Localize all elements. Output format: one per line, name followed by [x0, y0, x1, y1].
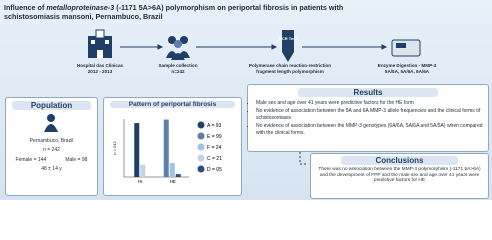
bar: [163, 119, 169, 177]
x-group-label: HE: [170, 179, 176, 184]
legend-dot: [197, 165, 205, 173]
box-title: Results: [298, 88, 438, 97]
female: Female = 144: [15, 156, 47, 163]
title-part: metalloproteinase-3: [46, 3, 115, 12]
legend-dot: [197, 121, 205, 129]
bar: [140, 164, 146, 177]
legend-label: F = 24: [207, 145, 222, 151]
step-sub: 2012 - 2013: [87, 68, 113, 74]
title: Influence of metalloproteinase-3 (-1171 …: [4, 3, 394, 21]
people-icon: [166, 36, 190, 60]
machine-icon: [391, 39, 421, 57]
age: 48 ± 14 y: [41, 166, 62, 173]
step-label: Enzyme Digestion - MMP-3: [377, 63, 437, 68]
legend-label: A = 93: [207, 123, 222, 129]
result-item: No evidence of association between the 5…: [256, 108, 488, 121]
title-part: Influence of: [4, 3, 47, 12]
results-list: Male sex and age over 41 years were pred…: [248, 100, 488, 136]
pcr-icon-label: PCR Test: [279, 36, 297, 41]
conclusions-box: Conclusions There was no association bet…: [310, 153, 489, 199]
result-item: Male sex and age over 41 years were pred…: [256, 100, 488, 106]
chart-box: Pattern of periportal fibrosis n = 242 HI…: [103, 97, 242, 196]
male: Male = 98: [65, 156, 88, 163]
result-item: No evidence of association between the M…: [256, 123, 488, 136]
pcr-icon: [282, 30, 294, 62]
legend-dot: [197, 143, 205, 151]
population-box: Population Pernambuco, Brazil n = 242 Fe…: [5, 97, 98, 196]
title-part: (-1171 5A>6A) polymorphism on periportal…: [4, 3, 344, 21]
conclusion-text: There was no association between the MMP…: [318, 167, 481, 184]
sex-row: Female = 144 Male = 98: [6, 157, 97, 163]
flow-step: Sample collection n=242: [148, 63, 208, 74]
legend-dot: [197, 154, 205, 162]
hospital-icon: [88, 29, 112, 58]
arrows: [120, 44, 388, 50]
step-sub: 5A/5A, 5A/6A, 6A/6A: [384, 68, 430, 74]
x-group-label: HI: [138, 179, 143, 184]
chart-title: Pattern of periportal fibrosis: [110, 101, 235, 108]
graphical-abstract: Influence of metalloproteinase-3 (-1171 …: [0, 0, 492, 200]
step-label: Hospital das Clínicas: [76, 63, 124, 68]
flow-step: Hospital das Clínicas 2012 - 2013: [70, 63, 130, 74]
step-sub: n=242: [171, 68, 185, 74]
flow-step: Polymerase chain reaction-restriction fr…: [248, 63, 332, 74]
chart: n = 242 HI HE A = 93 E = 99 F = 24 C = 21 D = 0…: [112, 119, 222, 184]
y-axis-label: n = 242: [112, 141, 117, 155]
step-label: Polymerase chain reaction-restriction fr…: [248, 63, 332, 74]
flow-graphics: PCR Test: [88, 29, 421, 165]
flow-step: Enzyme Digestion - MMP-3 5A/5A, 5A/6A, 6A…: [372, 63, 442, 74]
results-box: Results Male sex and age over 41 years w…: [247, 84, 489, 152]
box-title: Population: [12, 101, 91, 110]
bar: [175, 174, 181, 177]
box-title: Conclusions: [341, 156, 458, 165]
place: Pernambuco, Brazil: [29, 138, 74, 144]
legend-label: E = 99: [207, 134, 222, 140]
sample-size: n = 242: [43, 147, 60, 154]
bar: [169, 163, 175, 177]
legend-dot: [197, 132, 205, 140]
legend-label: C = 21: [207, 156, 222, 162]
step-label: Sample collection: [158, 63, 198, 68]
legend-label: D = 05: [207, 167, 222, 173]
person-icon: [44, 114, 58, 132]
bar: [134, 123, 140, 177]
